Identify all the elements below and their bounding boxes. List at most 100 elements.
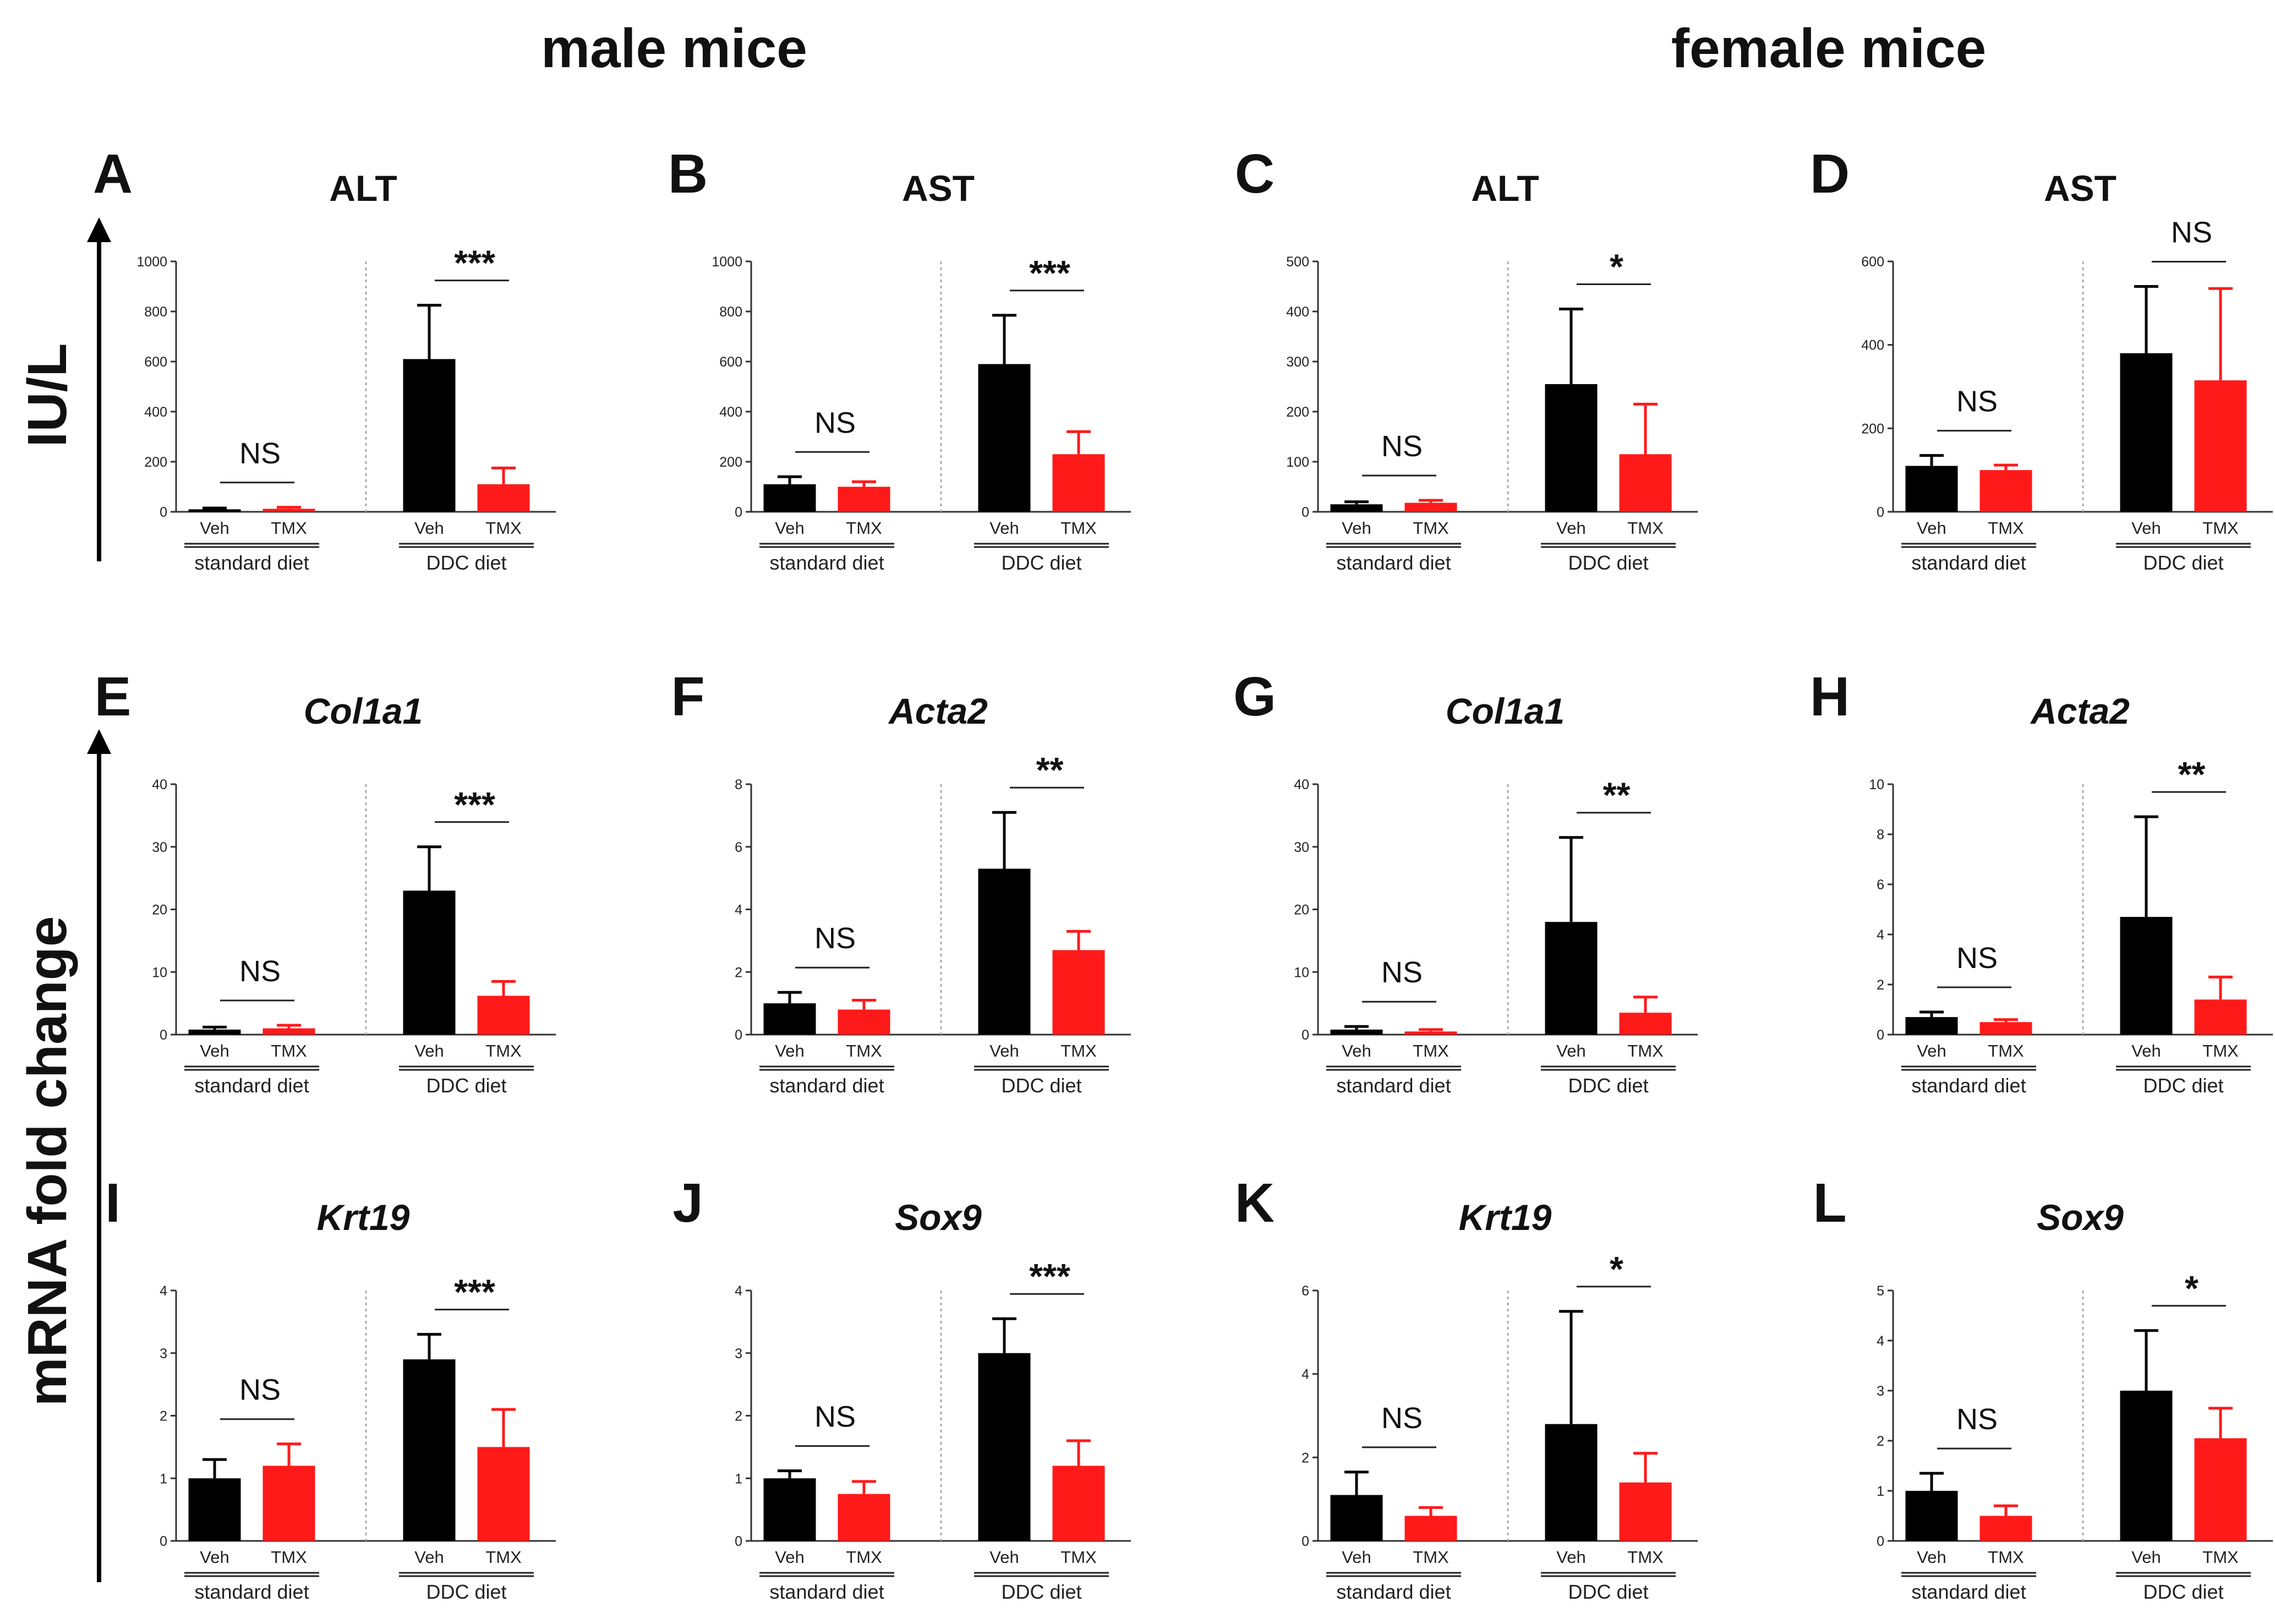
y-tick-label: 0: [735, 1534, 742, 1549]
bar-tmx-ddc: [477, 996, 530, 1035]
panel-d: D AST 0 200 400 600 Veh TMX standard diet NS Veh TM…: [1810, 143, 2273, 574]
panel-e: E Col1a1 0 10 20 30 40 Veh TMX standard diet NS Veh…: [95, 666, 556, 1097]
significance-label: **: [2178, 754, 2206, 794]
y-tick-label: 30: [152, 840, 167, 855]
panel-title: AST: [2044, 168, 2117, 209]
y-tick-label: 5: [1877, 1283, 1884, 1299]
x-label-tmx: TMX: [485, 1041, 522, 1060]
x-label-veh: Veh: [1917, 518, 1946, 538]
panel-g: G Col1a1 0 10 20 30 40 Veh TMX standard diet NS Veh…: [1233, 666, 1698, 1097]
group-label-ddc-diet: DDC diet: [2143, 551, 2223, 574]
bar-tmx-standard: [838, 1009, 890, 1035]
group-label-ddc-diet: DDC diet: [426, 551, 506, 574]
significance-label: *: [1610, 247, 1623, 286]
header-male-mice: male mice: [541, 18, 807, 79]
significance-label: **: [1603, 775, 1631, 815]
y-tick-label: 400: [719, 404, 742, 420]
x-label-tmx: TMX: [1413, 1548, 1449, 1567]
y-tick-label: 1: [1877, 1484, 1884, 1499]
x-label-veh: Veh: [989, 1548, 1019, 1567]
panel-label: D: [1810, 143, 1850, 205]
bar-tmx-ddc: [1619, 454, 1672, 512]
x-label-veh: Veh: [414, 1041, 444, 1060]
y-tick-label: 600: [719, 354, 742, 370]
significance-label: NS: [1956, 942, 1998, 975]
panel-label: B: [668, 143, 708, 205]
significance-label: ***: [1029, 1256, 1070, 1296]
y-tick-label: 200: [719, 455, 742, 470]
panel-label: A: [93, 143, 133, 205]
x-label-veh: Veh: [1342, 1548, 1371, 1567]
x-label-tmx: TMX: [271, 518, 307, 538]
bar-veh-ddc: [2120, 353, 2173, 512]
bar-veh-standard: [1330, 1029, 1383, 1035]
significance-label: ***: [454, 785, 495, 824]
group-label-standard-diet: standard diet: [1336, 1581, 1451, 1603]
y-tick-label: 2: [735, 1409, 742, 1424]
header-female-mice: female mice: [1671, 18, 1987, 79]
y-tick-label: 2: [1877, 1434, 1884, 1449]
x-label-tmx: TMX: [1413, 518, 1449, 538]
x-label-veh: Veh: [989, 518, 1019, 538]
y-tick-label: 4: [1877, 1333, 1884, 1349]
significance-label: ***: [1029, 253, 1070, 293]
bar-veh-ddc: [978, 868, 1031, 1035]
bar-veh-ddc: [403, 890, 456, 1035]
panel-f: F Acta2 0 2 4 6 8 Veh TMX standard diet NS Veh TMX DD…: [671, 666, 1131, 1097]
x-label-veh: Veh: [1917, 1041, 1946, 1060]
x-label-tmx: TMX: [1988, 1041, 2024, 1060]
bar-tmx-ddc: [1619, 1013, 1672, 1035]
y-tick-label: 100: [1286, 455, 1309, 470]
x-label-veh: Veh: [200, 1548, 229, 1567]
y-tick-label: 400: [144, 404, 167, 420]
panel-l: L Sox9 0 1 2 3 4 5 Veh TMX standard diet NS Veh TMX DD…: [1813, 1172, 2273, 1603]
panel-j: J Sox9 0 1 2 3 4 Veh TMX standard diet NS Veh TMX DDC…: [672, 1172, 1131, 1603]
bar-veh-standard: [1905, 466, 1958, 512]
bar-veh-ddc: [978, 364, 1031, 512]
group-label-standard-diet: standard diet: [1336, 1074, 1451, 1097]
y-tick-label: 40: [152, 777, 167, 792]
group-label-ddc-diet: DDC diet: [2143, 1581, 2223, 1603]
group-label-ddc-diet: DDC diet: [1001, 1074, 1081, 1097]
bar-tmx-standard: [1404, 502, 1457, 512]
bar-tmx-ddc: [1052, 950, 1105, 1035]
bar-tmx-ddc: [477, 1447, 530, 1541]
y-tick-label: 200: [144, 455, 167, 470]
y-tick-label: 10: [1869, 777, 1884, 792]
y-tick-label: 1: [735, 1471, 742, 1486]
y-tick-label: 0: [1301, 1027, 1309, 1043]
x-label-tmx: TMX: [846, 1548, 882, 1567]
y-tick-label: 20: [1294, 903, 1309, 918]
y-tick-label: 6: [735, 840, 742, 855]
y-tick-label: 0: [735, 1027, 742, 1043]
x-label-tmx: TMX: [846, 518, 882, 538]
x-label-veh: Veh: [2131, 1041, 2161, 1060]
x-label-tmx: TMX: [485, 1548, 522, 1567]
group-label-standard-diet: standard diet: [1911, 1581, 2026, 1603]
y-tick-label: 0: [1877, 505, 1884, 520]
bar-veh-ddc: [403, 359, 456, 512]
bar-veh-ddc: [1545, 384, 1598, 512]
bar-tmx-standard: [838, 486, 890, 512]
panel-i: I Krt19 0 1 2 3 4 Veh TMX standard diet NS Veh TMX DD…: [105, 1172, 556, 1603]
bar-veh-standard: [1905, 1491, 1958, 1541]
bar-tmx-ddc: [1619, 1482, 1672, 1541]
bar-tmx-standard: [1979, 1516, 2032, 1541]
significance-label: NS: [814, 1401, 856, 1434]
group-label-ddc-diet: DDC diet: [1001, 551, 1081, 574]
panel-a: A ALT 0 200 400 600 800 1000 Veh TMX standard diet…: [93, 143, 556, 574]
x-label-veh: Veh: [2131, 1548, 2161, 1567]
x-label-veh: Veh: [200, 1041, 229, 1060]
bar-veh-standard: [188, 509, 241, 512]
panel-label: J: [672, 1172, 703, 1234]
y-tick-label: 600: [144, 354, 167, 370]
y-tick-label: 600: [1861, 254, 1884, 270]
bar-veh-standard: [1905, 1017, 1958, 1035]
y-tick-label: 500: [1286, 254, 1309, 270]
x-label-tmx: TMX: [1988, 1548, 2024, 1567]
bar-tmx-ddc: [1052, 454, 1105, 512]
x-label-veh: Veh: [1342, 1041, 1371, 1060]
x-label-tmx: TMX: [1988, 518, 2024, 538]
panel-label: K: [1235, 1172, 1275, 1234]
